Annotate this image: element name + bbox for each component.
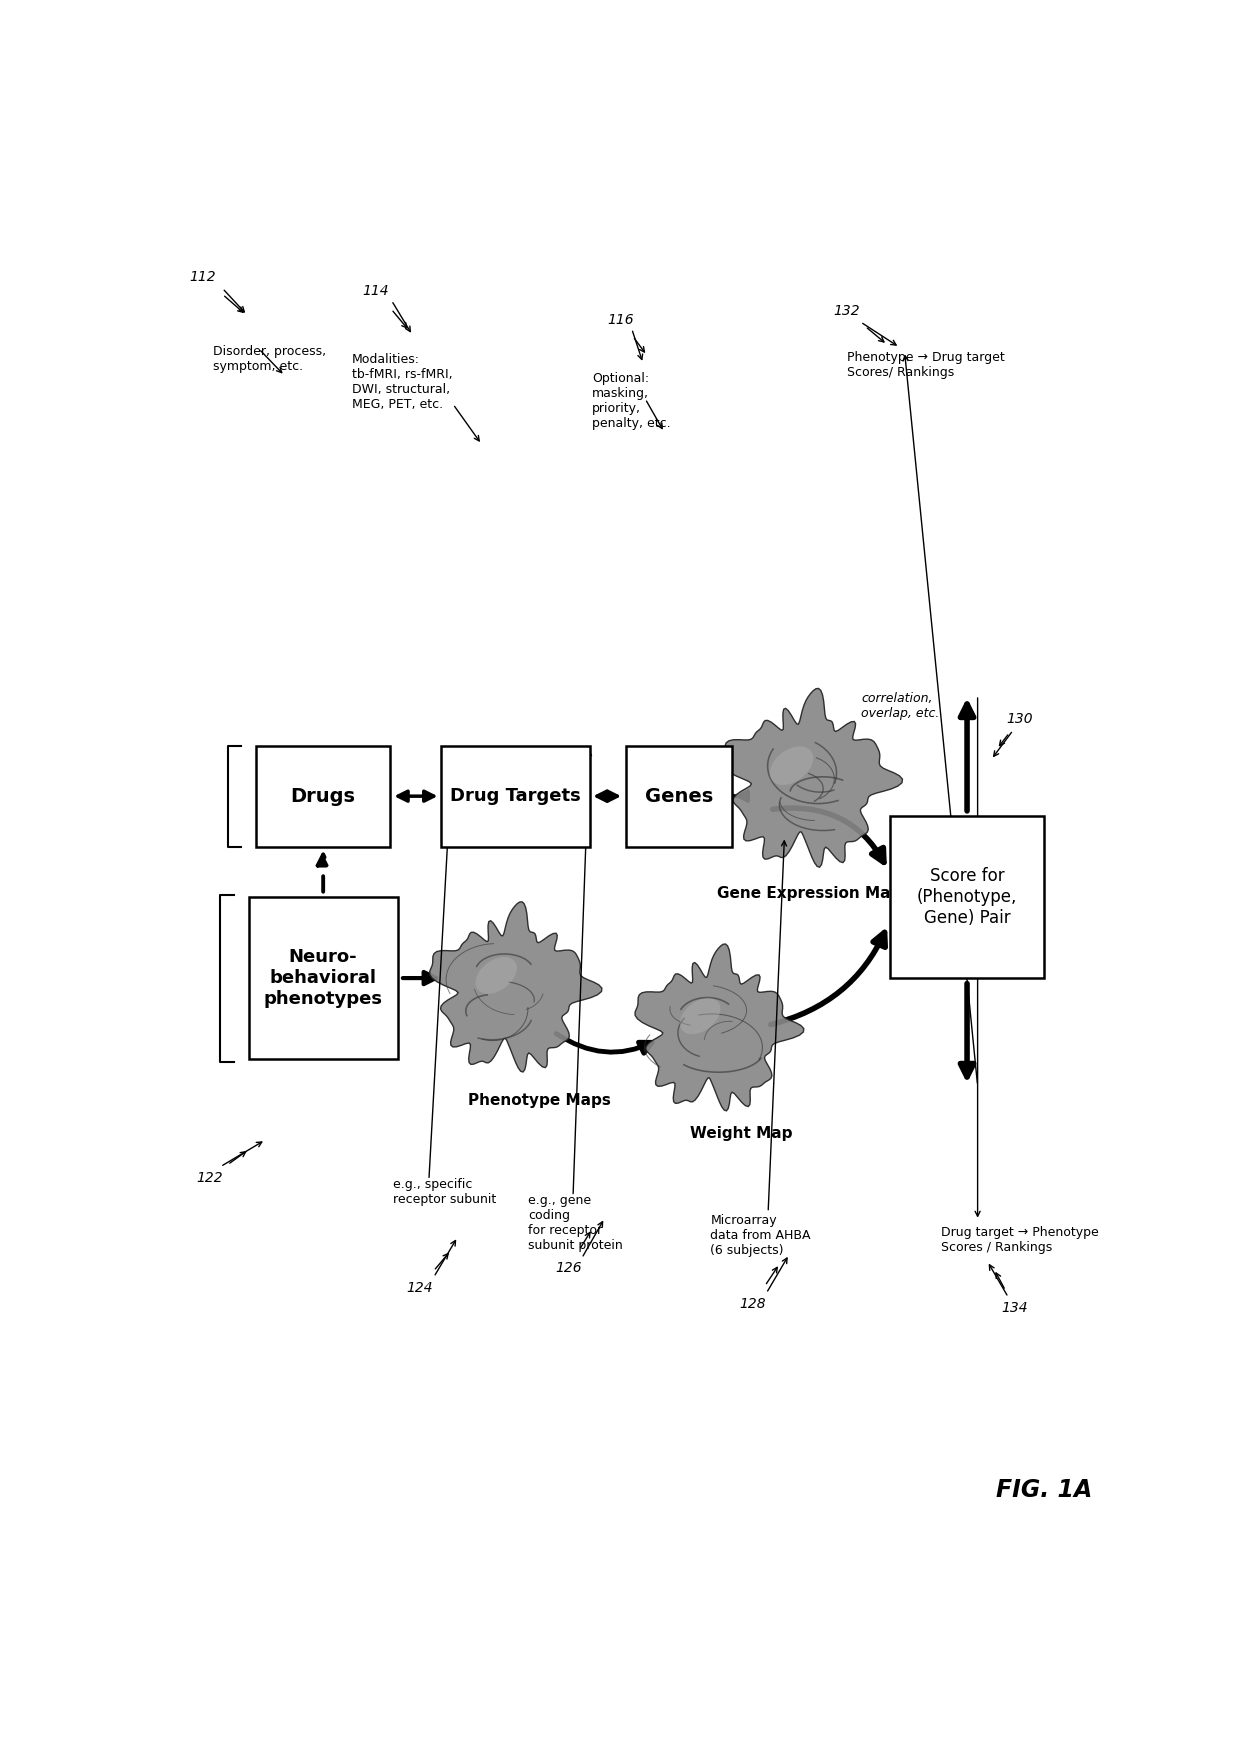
Polygon shape [430, 901, 601, 1073]
Polygon shape [722, 688, 903, 868]
Text: 132: 132 [833, 304, 861, 318]
Text: 130: 130 [1007, 712, 1033, 726]
Text: Modalities:
tb-fMRI, rs-fMRI,
DWI, structural,
MEG, PET, etc.: Modalities: tb-fMRI, rs-fMRI, DWI, struc… [352, 354, 453, 411]
Text: Drug Targets: Drug Targets [450, 788, 580, 805]
Text: correlation,
overlap, etc.: correlation, overlap, etc. [862, 693, 940, 721]
Text: Score for
(Phenotype,
Gene) Pair: Score for (Phenotype, Gene) Pair [916, 868, 1017, 928]
Text: 112: 112 [190, 270, 216, 284]
Text: 116: 116 [608, 313, 635, 327]
Text: e.g., gene
coding
for receptor
subunit protein: e.g., gene coding for receptor subunit p… [528, 1194, 622, 1251]
Text: Weight Map: Weight Map [689, 1127, 792, 1141]
Ellipse shape [770, 747, 813, 786]
Text: 128: 128 [739, 1297, 766, 1311]
Text: Neuro-
behavioral
phenotypes: Neuro- behavioral phenotypes [264, 949, 383, 1008]
FancyBboxPatch shape [626, 746, 732, 847]
Text: FIG. 1A: FIG. 1A [996, 1479, 1092, 1502]
Text: 114: 114 [363, 284, 389, 298]
Text: Phenotype Maps: Phenotype Maps [467, 1092, 611, 1108]
FancyBboxPatch shape [255, 746, 391, 847]
Text: Optional:
masking,
priority,
penalty, etc.: Optional: masking, priority, penalty, et… [593, 371, 671, 430]
Text: e.g., specific
receptor subunit: e.g., specific receptor subunit [393, 1178, 496, 1206]
FancyBboxPatch shape [249, 898, 398, 1059]
Text: Disorder, process,
symptom, etc.: Disorder, process, symptom, etc. [213, 345, 326, 373]
FancyBboxPatch shape [441, 746, 590, 847]
Text: Phenotype → Drug target
Scores/ Rankings: Phenotype → Drug target Scores/ Rankings [847, 352, 1004, 380]
Text: Drug target → Phenotype
Scores / Rankings: Drug target → Phenotype Scores / Ranking… [941, 1227, 1099, 1255]
Text: 124: 124 [405, 1281, 433, 1295]
FancyBboxPatch shape [890, 816, 1044, 978]
Text: Genes: Genes [645, 788, 713, 805]
Text: Drugs: Drugs [290, 788, 356, 805]
Polygon shape [635, 943, 804, 1111]
Text: 122: 122 [196, 1171, 223, 1185]
Ellipse shape [680, 997, 720, 1034]
Text: 134: 134 [1002, 1302, 1028, 1316]
Ellipse shape [475, 957, 517, 994]
Text: Gene Expression Maps: Gene Expression Maps [717, 887, 910, 901]
Text: Microarray
data from AHBA
(6 subjects): Microarray data from AHBA (6 subjects) [711, 1214, 811, 1256]
Text: 126: 126 [556, 1260, 582, 1274]
